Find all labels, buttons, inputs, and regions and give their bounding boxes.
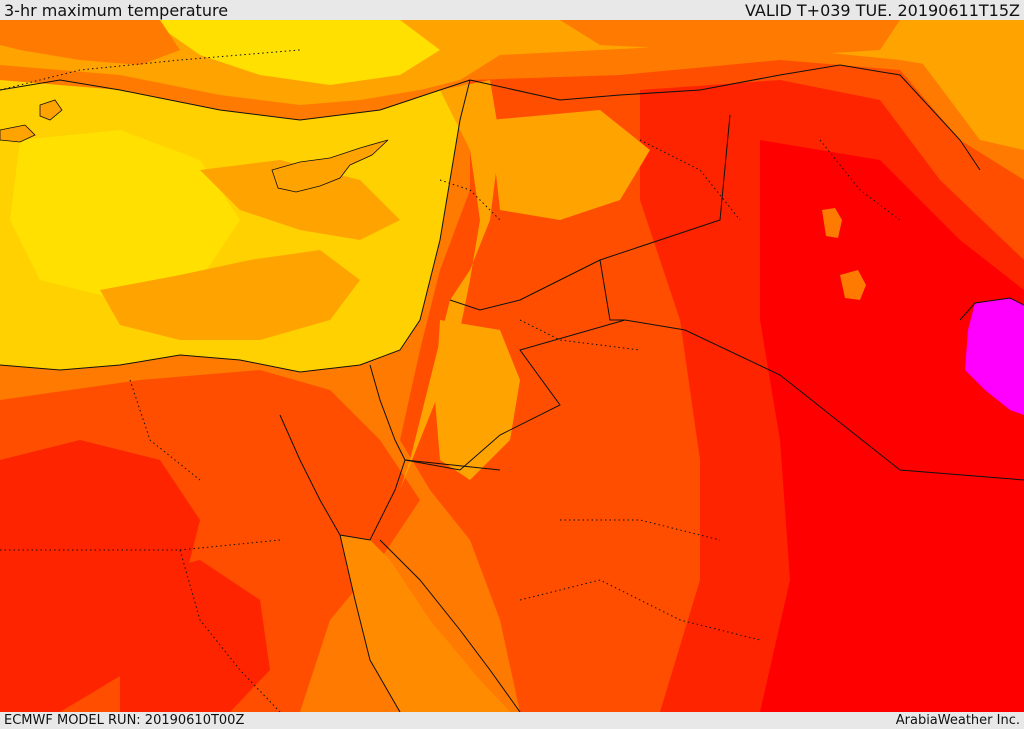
lake-patch-2 bbox=[840, 270, 866, 300]
anatolia-cool-strip bbox=[150, 20, 440, 85]
valid-time-label: VALID T+039 TUE. 20190611T15Z bbox=[744, 1, 1020, 20]
gulf-coastline bbox=[279, 414, 406, 541]
cyprus-island bbox=[271, 139, 389, 193]
coastline-north bbox=[0, 79, 471, 121]
extreme-peak-area bbox=[965, 298, 1024, 415]
map-header: 3-hr maximum temperature VALID T+039 TUE… bbox=[0, 0, 1024, 20]
credit-label: ArabiaWeather Inc. bbox=[895, 713, 1020, 728]
extreme-heat-band bbox=[760, 140, 1024, 712]
red-sea-coast-east bbox=[379, 539, 521, 712]
anatolia-hot-strip-east bbox=[560, 20, 900, 55]
jordan-warm-patch bbox=[435, 320, 520, 480]
dotted-borders bbox=[0, 49, 901, 712]
gulf-coast bbox=[959, 297, 1024, 321]
temperature-map-canvas bbox=[0, 20, 1024, 712]
sea-warm-patch bbox=[100, 250, 360, 340]
red-sea-coast-west bbox=[339, 534, 401, 712]
nubia-hot-patch bbox=[120, 560, 270, 712]
map-title: 3-hr maximum temperature bbox=[4, 1, 229, 20]
anatolia-hot-strip bbox=[0, 20, 180, 65]
rhodes-island bbox=[39, 99, 63, 121]
levant-warm-strip bbox=[400, 80, 500, 490]
model-run-label: ECMWF MODEL RUN: 20190610T00Z bbox=[4, 713, 245, 728]
lake-patch bbox=[822, 208, 842, 238]
sea-warm-patch-2 bbox=[200, 160, 400, 240]
red-sea bbox=[340, 535, 510, 712]
sea-cool-patch bbox=[10, 130, 240, 300]
map-footer: ECMWF MODEL RUN: 20190610T00Z ArabiaWeat… bbox=[0, 712, 1024, 729]
temperature-map bbox=[0, 20, 1024, 712]
coastline bbox=[0, 79, 471, 373]
borders bbox=[369, 64, 1024, 481]
crete-island bbox=[0, 124, 36, 143]
syria-warm-patch bbox=[490, 110, 650, 220]
caucasus-cool-strip bbox=[900, 20, 1024, 150]
egypt-hot-patch bbox=[0, 440, 200, 712]
